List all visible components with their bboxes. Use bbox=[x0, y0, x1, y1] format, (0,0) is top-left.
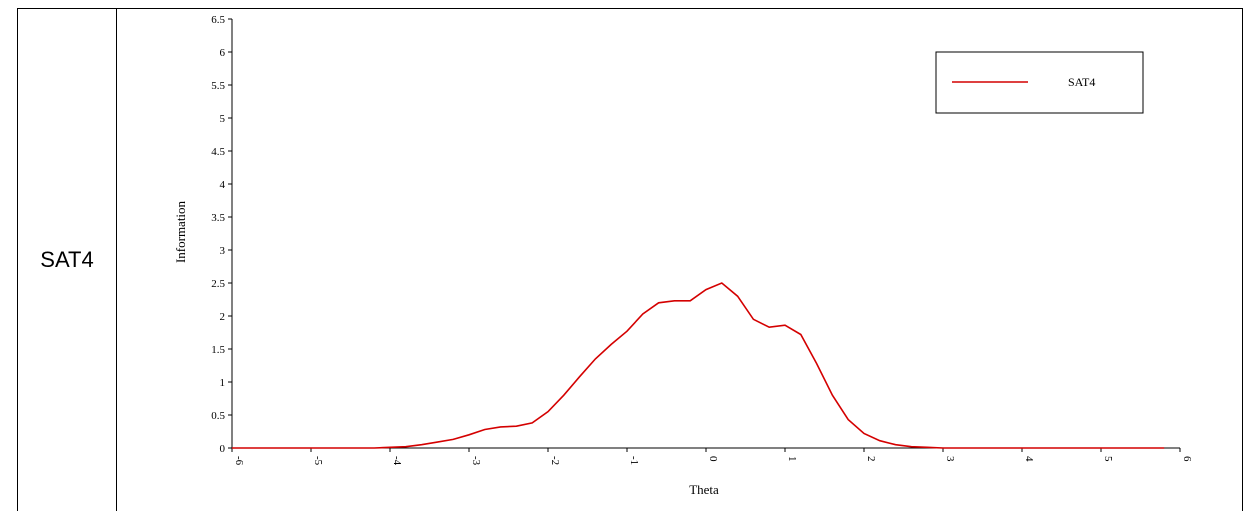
y-axis-label: Information bbox=[173, 200, 188, 263]
table-top-border bbox=[1216, 8, 1243, 9]
y-axis-ticks: 0 0.5 1 1.5 2 2.5 3 3.5 4 4.5 5 5.5 6 6.5 bbox=[211, 14, 232, 455]
y-tick-label: 4 bbox=[220, 179, 226, 191]
x-tick-label: -4 bbox=[391, 456, 403, 466]
y-tick-label: 2.5 bbox=[211, 278, 225, 290]
x-tick-label: 2 bbox=[865, 456, 877, 462]
y-tick-label: 0 bbox=[220, 443, 226, 455]
x-tick-label: -1 bbox=[628, 456, 640, 465]
row-label-cell: SAT4 bbox=[17, 8, 117, 511]
y-tick-label: 3 bbox=[220, 245, 226, 257]
y-tick-label: 5.5 bbox=[211, 80, 225, 92]
legend: SAT4 bbox=[935, 51, 1144, 114]
x-tick-label: 5 bbox=[1102, 456, 1114, 462]
x-axis-ticks: -6 -5 -4 -3 -2 -1 0 1 2 3 4 5 6 bbox=[231, 448, 1193, 466]
x-tick-label: 3 bbox=[944, 456, 956, 462]
y-tick-label: 2 bbox=[220, 311, 226, 323]
y-tick-label: 6.5 bbox=[211, 14, 225, 26]
x-tick-label: 4 bbox=[1023, 456, 1035, 462]
y-tick-label: 5 bbox=[220, 113, 226, 125]
x-tick-label: 1 bbox=[786, 456, 798, 462]
x-tick-label: -6 bbox=[233, 456, 245, 466]
y-tick-label: 1.5 bbox=[211, 344, 225, 356]
y-tick-label: 6 bbox=[220, 47, 226, 59]
y-tick-label: 4.5 bbox=[211, 146, 225, 158]
row-label: SAT4 bbox=[40, 247, 94, 272]
x-tick-label: 0 bbox=[707, 456, 719, 462]
series-line-sat4 bbox=[232, 282, 1165, 449]
y-tick-label: 3.5 bbox=[211, 212, 225, 224]
x-tick-label: 6 bbox=[1181, 456, 1193, 462]
legend-label: SAT4 bbox=[1068, 75, 1095, 89]
y-tick-label: 0.5 bbox=[211, 410, 225, 422]
x-tick-label: -5 bbox=[312, 456, 324, 466]
y-tick-label: 1 bbox=[220, 377, 226, 389]
x-tick-label: -2 bbox=[549, 456, 561, 465]
x-tick-label: -3 bbox=[470, 456, 482, 466]
x-axis-label: Theta bbox=[689, 482, 719, 497]
